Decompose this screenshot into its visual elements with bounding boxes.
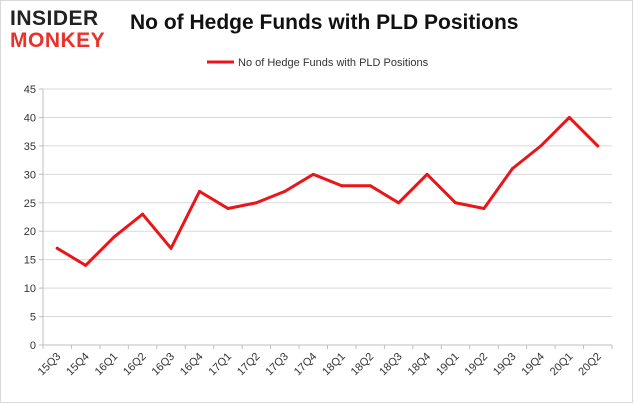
data-point xyxy=(510,167,514,171)
x-tick-label: 16Q4 xyxy=(178,351,206,379)
x-tick-label: 16Q2 xyxy=(121,351,149,379)
x-tick-label: 17Q2 xyxy=(235,351,263,379)
y-axis-ticks: 0 5 10 15 20 25 30 35 40 45 xyxy=(24,84,43,352)
y-tick-label: 25 xyxy=(24,198,36,210)
y-tick-label: 45 xyxy=(24,84,36,96)
data-point xyxy=(311,172,315,176)
x-axis-ticks: 15Q3 15Q4 16Q1 16Q2 16Q3 16Q4 17Q1 17Q2 17Q3 17Q4… xyxy=(36,345,613,379)
x-tick-label: 16Q1 xyxy=(93,351,121,379)
data-point xyxy=(84,263,88,267)
legend-label: No of Hedge Funds with PLD Positions xyxy=(238,57,429,69)
y-tick-label: 10 xyxy=(24,283,36,295)
x-tick-label: 19Q1 xyxy=(434,351,462,379)
insider-monkey-logo: INSIDER MONKEY xyxy=(8,6,118,54)
data-point xyxy=(254,201,258,205)
series-line xyxy=(55,115,600,267)
y-tick-label: 15 xyxy=(24,255,36,267)
x-tick-label: 20Q2 xyxy=(576,351,604,379)
data-point xyxy=(141,212,145,216)
axes xyxy=(42,89,612,346)
x-tick-label: 20Q1 xyxy=(548,351,576,379)
data-point xyxy=(55,246,59,250)
y-tick-label: 35 xyxy=(24,141,36,153)
x-tick-label: 15Q3 xyxy=(36,351,64,379)
x-tick-label: 18Q2 xyxy=(349,351,377,379)
y-tick-label: 0 xyxy=(30,340,36,352)
x-tick-label: 18Q3 xyxy=(377,351,405,379)
logo-text-insider: INSIDER xyxy=(10,7,99,30)
x-tick-label: 18Q4 xyxy=(406,351,434,379)
x-tick-label: 19Q3 xyxy=(491,351,519,379)
data-point xyxy=(596,144,600,148)
data-point xyxy=(226,206,230,210)
x-tick-label: 16Q3 xyxy=(150,351,178,379)
x-tick-label: 18Q1 xyxy=(320,351,348,379)
x-tick-label: 19Q4 xyxy=(519,351,547,379)
y-tick-label: 40 xyxy=(24,112,36,124)
x-tick-label: 15Q4 xyxy=(64,351,92,379)
data-point xyxy=(482,206,486,210)
series-layer xyxy=(55,115,600,267)
data-point xyxy=(112,235,116,239)
y-tick-label: 20 xyxy=(24,226,36,238)
x-tick-label: 17Q1 xyxy=(207,351,235,379)
logo-text-monkey: MONKEY xyxy=(10,29,106,52)
data-point xyxy=(567,115,571,119)
chart-title: No of Hedge Funds with PLD Positions xyxy=(130,11,519,34)
x-tick-label: 17Q4 xyxy=(292,351,320,379)
data-point xyxy=(539,144,543,148)
grid-lines xyxy=(43,88,612,318)
y-tick-label: 30 xyxy=(24,169,36,181)
data-point xyxy=(340,184,344,188)
data-point xyxy=(283,189,287,193)
data-point xyxy=(169,246,173,250)
data-point xyxy=(425,172,429,176)
data-point xyxy=(197,189,201,193)
data-point xyxy=(368,184,372,188)
x-tick-label: 17Q3 xyxy=(263,351,291,379)
legend: No of Hedge Funds with PLD Positions xyxy=(207,57,429,69)
x-tick-label: 19Q2 xyxy=(463,351,491,379)
data-point xyxy=(454,201,458,205)
data-point xyxy=(397,201,401,205)
y-tick-label: 5 xyxy=(30,312,36,324)
